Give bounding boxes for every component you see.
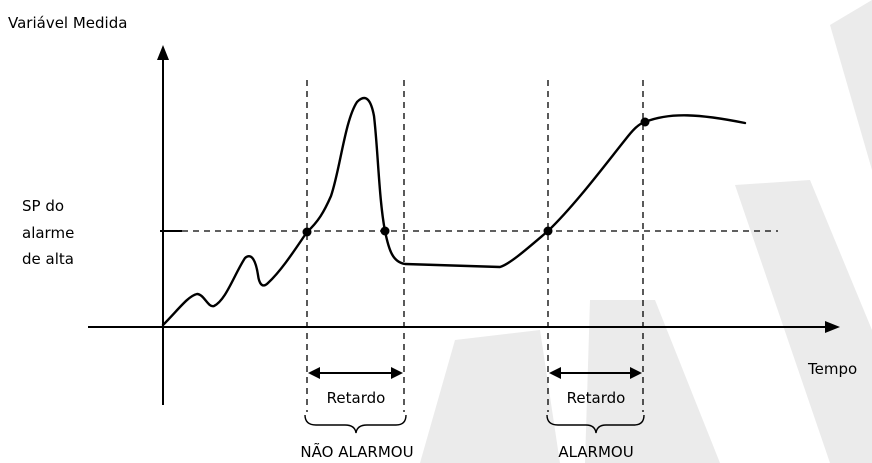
brace-1 [304, 414, 407, 434]
crossing-point-1 [302, 227, 312, 237]
delay-arrow-2 [549, 367, 642, 379]
x-axis-label: Tempo [807, 360, 857, 378]
measured-variable-curve [161, 96, 747, 327]
delay-arrow-1-head-right [391, 367, 403, 379]
setpoint-label-line-1: SP do [22, 197, 64, 215]
setpoint-label-line-3: de alta [22, 250, 74, 268]
watermark-shape-bottom [585, 300, 720, 463]
intersection-points [302, 117, 650, 237]
setpoint-label-line-2: alarme [22, 224, 74, 242]
delay-label-1: Retardo [327, 389, 386, 407]
delay-markers [306, 80, 644, 412]
crossing-point-3 [543, 226, 553, 236]
delay-label-2: Retardo [567, 389, 626, 407]
watermark [420, 0, 872, 463]
brace-2 [546, 414, 645, 434]
result-label-1: NÃO ALARMOU [300, 442, 413, 461]
watermark-shape-top-right [830, 0, 872, 170]
y-axis-label: Variável Medida [8, 14, 127, 32]
delay-arrow-1 [308, 367, 403, 379]
delay-arrow-2-head-left [549, 367, 561, 379]
axes [88, 52, 833, 405]
crossing-point-2 [380, 226, 390, 236]
result-label-2: ALARMOU [558, 443, 633, 461]
y-axis-arrow [157, 45, 169, 60]
crossing-point-4 [640, 117, 650, 127]
delay-arrow-2-head-right [630, 367, 642, 379]
x-axis-arrow [825, 321, 840, 333]
watermark-shape-right-band [735, 180, 872, 463]
delay-arrow-1-head-left [308, 367, 320, 379]
watermark-shape-bottom-left [420, 330, 560, 463]
